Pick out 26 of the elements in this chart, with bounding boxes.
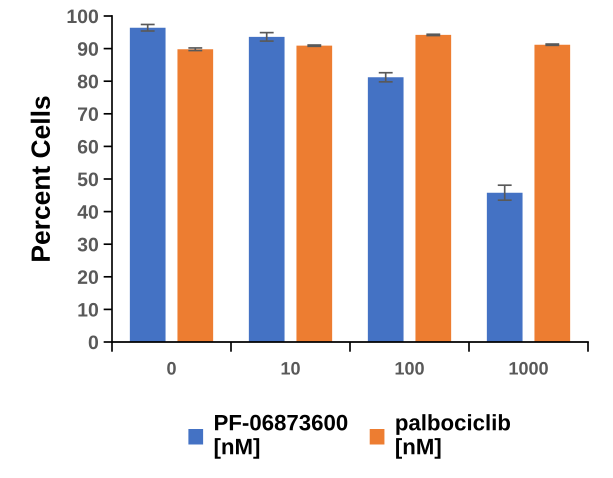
bar [368,77,404,342]
bar [248,36,285,342]
y-tick-label: 70 [78,107,98,122]
x-tick-label: 1000 [510,362,548,375]
bar [296,46,332,342]
y-tick-label: 90 [78,42,98,56]
y-tick-label: 60 [78,140,98,154]
x-tick-label: 100 [396,362,424,375]
bar [486,192,523,342]
y-tick-label: 20 [78,270,98,284]
y-tick-label: 10 [78,302,98,317]
x-tick-label: 10 [282,362,300,375]
y-tick-label: 100 [68,9,98,24]
legend-label: PF-06873600 [nM] [214,414,348,459]
bar [130,28,166,342]
y-tick-label: 30 [78,238,98,252]
y-tick-label: 40 [77,205,98,219]
x-tick-label: 0 [167,362,176,375]
y-tick-label: 80 [78,74,98,88]
bar [177,49,214,342]
bar [534,44,570,342]
y-tick-label: 50 [78,172,98,186]
y-axis-title: Percent Cells [30,96,50,261]
bar [415,34,452,342]
y-tick-label: 0 [88,335,98,350]
legend-label: palbociclib [nM] [396,414,510,459]
